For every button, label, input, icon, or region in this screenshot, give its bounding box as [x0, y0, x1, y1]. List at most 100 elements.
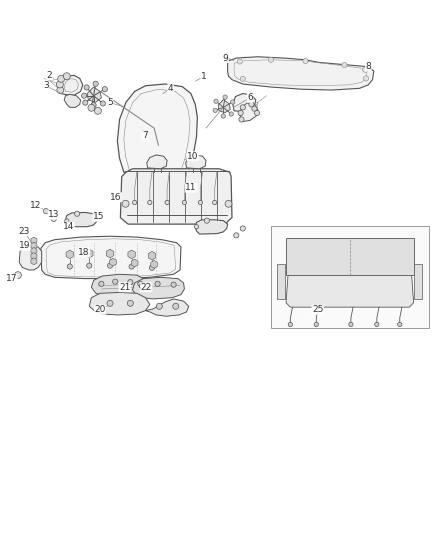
Circle shape	[14, 272, 21, 279]
Polygon shape	[41, 236, 181, 279]
Polygon shape	[117, 84, 198, 174]
Text: 17: 17	[6, 274, 17, 283]
Text: 22: 22	[141, 283, 152, 292]
Circle shape	[237, 59, 242, 64]
Circle shape	[81, 93, 87, 98]
Polygon shape	[286, 272, 413, 307]
Circle shape	[240, 76, 245, 82]
Circle shape	[230, 100, 235, 104]
Circle shape	[139, 284, 145, 288]
Circle shape	[133, 200, 137, 205]
Polygon shape	[145, 299, 189, 316]
Text: 4: 4	[168, 84, 173, 93]
Circle shape	[58, 75, 65, 82]
Polygon shape	[120, 169, 232, 224]
Circle shape	[314, 322, 318, 327]
Polygon shape	[131, 259, 138, 267]
Polygon shape	[133, 277, 184, 299]
Circle shape	[240, 226, 245, 231]
Polygon shape	[59, 75, 83, 95]
Circle shape	[223, 95, 227, 99]
Text: 5: 5	[107, 98, 113, 107]
Circle shape	[303, 59, 308, 63]
Polygon shape	[228, 56, 374, 90]
Circle shape	[221, 114, 226, 118]
Circle shape	[349, 322, 353, 327]
Circle shape	[43, 208, 49, 214]
Text: 15: 15	[93, 212, 105, 221]
Polygon shape	[64, 94, 81, 107]
Circle shape	[225, 200, 232, 207]
Polygon shape	[31, 253, 37, 260]
Text: 3: 3	[43, 81, 49, 90]
Polygon shape	[186, 155, 206, 169]
Text: 12: 12	[29, 200, 41, 209]
Polygon shape	[195, 220, 228, 234]
Circle shape	[100, 101, 106, 106]
Circle shape	[156, 303, 162, 309]
Circle shape	[198, 200, 202, 205]
Polygon shape	[31, 237, 37, 244]
Polygon shape	[286, 238, 413, 274]
Circle shape	[87, 263, 92, 268]
Circle shape	[165, 200, 169, 205]
Circle shape	[138, 281, 143, 286]
Circle shape	[204, 218, 209, 223]
Polygon shape	[276, 264, 285, 300]
Circle shape	[213, 108, 217, 112]
Circle shape	[91, 103, 96, 108]
Circle shape	[229, 112, 233, 116]
Circle shape	[268, 57, 273, 62]
Polygon shape	[85, 249, 93, 258]
Text: 13: 13	[48, 210, 60, 219]
Circle shape	[95, 107, 101, 114]
Polygon shape	[31, 247, 37, 254]
Circle shape	[194, 224, 199, 229]
Circle shape	[107, 263, 113, 268]
Circle shape	[254, 110, 260, 116]
Polygon shape	[151, 261, 158, 268]
Circle shape	[65, 219, 69, 223]
Text: 10: 10	[187, 152, 199, 161]
Circle shape	[238, 110, 243, 116]
Circle shape	[363, 67, 368, 72]
Circle shape	[252, 106, 257, 111]
Polygon shape	[66, 250, 74, 259]
Circle shape	[57, 86, 64, 93]
Circle shape	[240, 105, 245, 110]
Text: 14: 14	[63, 222, 74, 231]
Polygon shape	[128, 250, 135, 259]
Polygon shape	[148, 252, 156, 260]
Circle shape	[288, 322, 293, 327]
Polygon shape	[66, 213, 98, 227]
Text: 16: 16	[110, 193, 122, 202]
Text: 20: 20	[95, 305, 106, 314]
Bar	[271, 227, 429, 328]
Circle shape	[83, 100, 88, 105]
Circle shape	[234, 233, 239, 238]
Circle shape	[364, 76, 369, 81]
Text: 8: 8	[365, 62, 371, 71]
Polygon shape	[110, 259, 117, 266]
Circle shape	[398, 322, 402, 327]
Polygon shape	[92, 274, 145, 296]
Circle shape	[51, 216, 57, 222]
Text: 7: 7	[142, 132, 148, 140]
Circle shape	[122, 200, 129, 207]
Circle shape	[182, 200, 187, 205]
Text: 18: 18	[78, 248, 90, 257]
Circle shape	[374, 322, 379, 327]
Polygon shape	[218, 100, 230, 112]
Circle shape	[84, 85, 89, 90]
Polygon shape	[89, 293, 150, 315]
Circle shape	[239, 117, 244, 122]
Polygon shape	[240, 103, 258, 122]
Text: 6: 6	[247, 93, 253, 102]
Polygon shape	[87, 87, 101, 102]
Circle shape	[214, 99, 218, 103]
Text: 25: 25	[312, 305, 323, 314]
Circle shape	[107, 300, 113, 306]
Circle shape	[155, 281, 160, 286]
Polygon shape	[31, 258, 37, 265]
Circle shape	[88, 104, 95, 111]
